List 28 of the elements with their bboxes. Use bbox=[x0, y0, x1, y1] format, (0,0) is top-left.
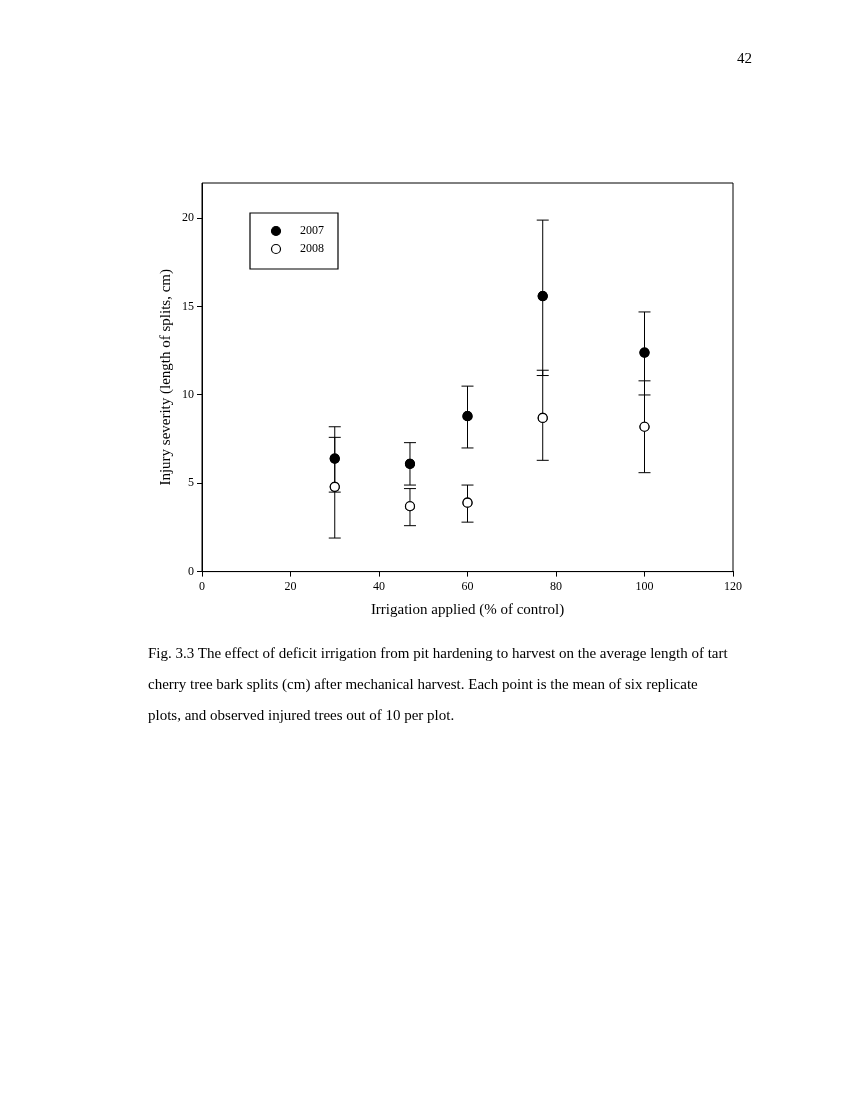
point bbox=[462, 411, 473, 422]
y-tick-label: 5 bbox=[188, 475, 194, 490]
y-axis-title: Injury severity (length of splits, cm) bbox=[156, 268, 174, 486]
x-tick-label: 80 bbox=[550, 578, 562, 593]
point bbox=[329, 453, 340, 464]
x-tick-label: 0 bbox=[199, 578, 205, 593]
legend-label: 2008 bbox=[300, 241, 324, 256]
x-tick-label: 60 bbox=[461, 578, 474, 593]
x-tick-label: 120 bbox=[724, 578, 742, 593]
point bbox=[329, 481, 340, 492]
y-tick-label: 20 bbox=[182, 210, 194, 225]
text: 42 bbox=[737, 50, 752, 67]
point bbox=[537, 412, 548, 424]
y-tick-label: 15 bbox=[182, 298, 194, 313]
x-tick-label: 100 bbox=[635, 578, 654, 593]
y-tick-label: 0 bbox=[188, 563, 194, 578]
x-axis-title: Irrigation applied (% of control) bbox=[370, 600, 565, 618]
point bbox=[639, 421, 650, 432]
point bbox=[537, 290, 548, 302]
point bbox=[639, 347, 650, 358]
point bbox=[462, 497, 473, 508]
y-tick-label: 10 bbox=[182, 387, 194, 402]
point bbox=[404, 458, 416, 469]
x-tick-label: 40 bbox=[373, 578, 385, 593]
legend-label: 2007 bbox=[300, 223, 324, 238]
caption: Fig. 3.3 The effect of deficit irrigation from pit hardening to harvest on the average length of tart cherry tree bark splits (cm) after mechanical harvest. Each point is the mean of six replicate plots, and observed injured trees out of 10 per plot. bbox=[148, 644, 728, 725]
point bbox=[404, 501, 416, 512]
x-tick-label: 20 bbox=[284, 578, 297, 593]
